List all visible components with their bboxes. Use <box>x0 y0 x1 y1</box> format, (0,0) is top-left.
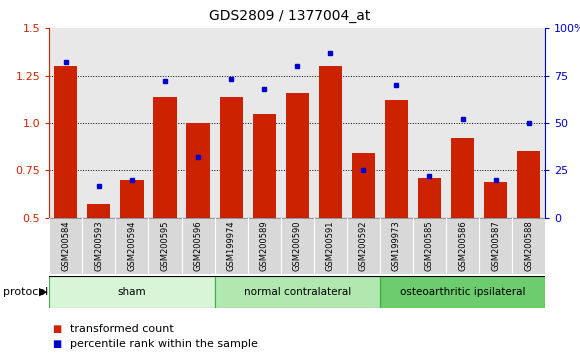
Text: transformed count: transformed count <box>70 324 173 333</box>
Text: ■: ■ <box>52 339 61 349</box>
Text: ■: ■ <box>52 324 61 333</box>
Bar <box>187 123 209 218</box>
Bar <box>115 218 148 274</box>
Text: sham: sham <box>118 287 146 297</box>
Bar <box>479 218 512 274</box>
Bar <box>154 97 176 218</box>
Text: GSM200584: GSM200584 <box>61 221 70 271</box>
Bar <box>347 218 380 274</box>
Text: normal contralateral: normal contralateral <box>244 287 351 297</box>
Text: GSM199974: GSM199974 <box>227 221 235 271</box>
Text: GSM200595: GSM200595 <box>161 221 169 271</box>
Bar <box>281 218 314 274</box>
Bar <box>215 218 248 274</box>
Text: GSM200591: GSM200591 <box>326 221 335 271</box>
Bar <box>451 138 474 218</box>
Text: GSM200594: GSM200594 <box>128 221 136 271</box>
Text: GSM200587: GSM200587 <box>491 221 500 271</box>
Text: GSM200593: GSM200593 <box>95 221 103 271</box>
Bar <box>82 218 115 274</box>
Bar <box>49 218 82 274</box>
Text: GSM200589: GSM200589 <box>260 221 269 271</box>
Bar <box>286 93 309 218</box>
Text: GSM200586: GSM200586 <box>458 221 467 271</box>
Bar <box>215 276 380 308</box>
Text: GSM200596: GSM200596 <box>194 221 202 271</box>
Text: percentile rank within the sample: percentile rank within the sample <box>70 339 258 349</box>
Text: GSM199973: GSM199973 <box>392 221 401 271</box>
Text: osteoarthritic ipsilateral: osteoarthritic ipsilateral <box>400 287 525 297</box>
Bar <box>248 218 281 274</box>
Bar <box>380 218 413 274</box>
Bar <box>512 218 545 274</box>
Bar <box>121 180 143 218</box>
Text: GSM200585: GSM200585 <box>425 221 434 271</box>
Bar <box>385 100 408 218</box>
Text: GSM200590: GSM200590 <box>293 221 302 271</box>
Text: GSM200588: GSM200588 <box>524 221 533 271</box>
Bar <box>319 66 342 218</box>
Text: ▶: ▶ <box>39 287 48 297</box>
Bar <box>418 178 441 218</box>
Bar <box>55 66 77 218</box>
Bar <box>220 97 242 218</box>
Bar <box>446 218 479 274</box>
Bar <box>182 218 215 274</box>
Bar <box>517 152 540 218</box>
Bar <box>352 153 375 218</box>
Bar <box>314 218 347 274</box>
Bar <box>253 114 276 218</box>
Bar <box>88 205 110 218</box>
Bar <box>484 182 507 218</box>
Text: protocol: protocol <box>3 287 48 297</box>
Bar <box>413 218 446 274</box>
Bar <box>148 218 182 274</box>
Text: GDS2809 / 1377004_at: GDS2809 / 1377004_at <box>209 9 371 23</box>
Bar <box>49 276 215 308</box>
Bar <box>380 276 545 308</box>
Text: GSM200592: GSM200592 <box>359 221 368 271</box>
